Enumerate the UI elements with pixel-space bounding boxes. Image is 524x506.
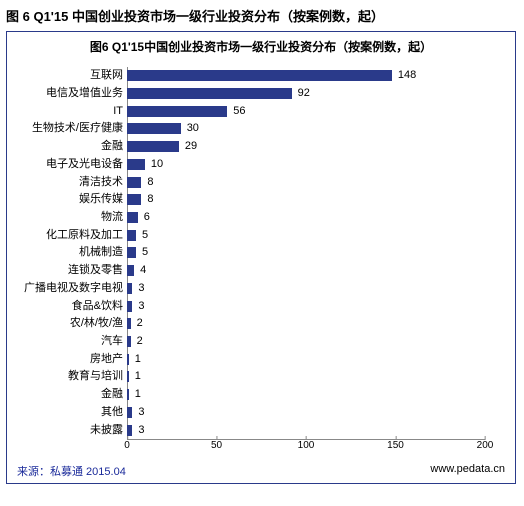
category-label: 清洁技术 [11,177,127,188]
chart-footer: 来源：私募通 2015.04 www.pedata.cn [7,459,515,479]
bar [127,106,227,117]
value-label: 2 [137,318,143,329]
bar [127,425,132,436]
bar-row: IT56 [127,102,485,120]
category-label: 其他 [11,407,127,418]
category-label: IT [11,106,127,117]
category-label: 互联网 [11,70,127,81]
bar-row: 其他3 [127,404,485,422]
bar-row: 互联网148 [127,67,485,85]
bar [127,336,131,347]
category-label: 生物技术/医疗健康 [11,123,127,134]
category-label: 化工原料及加工 [11,230,127,241]
value-label: 1 [135,389,141,400]
bar-row: 教育与培训1 [127,368,485,386]
bar [127,177,141,188]
category-label: 电信及增值业务 [11,88,127,99]
category-label: 连锁及零售 [11,265,127,276]
chart-container: 图6 Q1'15中国创业投资市场一级行业投资分布（按案例数，起） 互联网148电… [6,31,516,484]
bar [127,212,138,223]
bar-row: 清洁技术8 [127,173,485,191]
category-label: 机械制造 [11,247,127,258]
plot-area: 互联网148电信及增值业务92IT56生物技术/医疗健康30金融29电子及光电设… [127,59,485,459]
value-label: 2 [137,336,143,347]
value-label: 5 [142,230,148,241]
bar [127,407,132,418]
bar-row: 食品&饮料3 [127,297,485,315]
value-label: 56 [233,106,245,117]
url-text: www.pedata.cn [430,463,505,479]
bar-row: 房地产1 [127,350,485,368]
bar [127,123,181,134]
category-label: 未披露 [11,425,127,436]
value-label: 3 [138,301,144,312]
category-label: 食品&饮料 [11,301,127,312]
bar-row: 连锁及零售4 [127,262,485,280]
value-label: 10 [151,159,163,170]
bar [127,230,136,241]
bar [127,194,141,205]
bar-row: 娱乐传媒8 [127,191,485,209]
bar [127,159,145,170]
category-label: 广播电视及数字电视 [11,283,127,294]
source-text: 来源：私募通 2015.04 [17,463,126,479]
category-label: 农/林/牧/渔 [11,318,127,329]
category-label: 物流 [11,212,127,223]
bar [127,265,134,276]
bar-row: 金融1 [127,386,485,404]
value-label: 148 [398,70,416,81]
x-tick: 50 [211,440,222,451]
x-tick: 200 [477,440,494,451]
bar-row: 汽车2 [127,333,485,351]
bar-row: 物流6 [127,209,485,227]
value-label: 1 [135,371,141,382]
bar-row: 机械制造5 [127,244,485,262]
bar-row: 金融29 [127,138,485,156]
value-label: 92 [298,88,310,99]
bar [127,247,136,258]
value-label: 8 [147,177,153,188]
category-label: 金融 [11,141,127,152]
category-label: 教育与培训 [11,371,127,382]
x-tick: 100 [298,440,315,451]
bar-row: 电信及增值业务92 [127,85,485,103]
category-label: 房地产 [11,354,127,365]
x-tick: 0 [124,440,130,451]
category-label: 娱乐传媒 [11,194,127,205]
outer-title: 图 6 Q1'15 中国创业投资市场一级行业投资分布（按案例数，起） [6,6,518,25]
bar [127,88,292,99]
bar-row: 广播电视及数字电视3 [127,280,485,298]
chart-title: 图6 Q1'15中国创业投资市场一级行业投资分布（按案例数，起） [7,38,515,55]
category-label: 电子及光电设备 [11,159,127,170]
value-label: 29 [185,141,197,152]
bar [127,371,129,382]
value-label: 6 [144,212,150,223]
bar-row: 电子及光电设备10 [127,156,485,174]
bar [127,70,392,81]
value-label: 5 [142,247,148,258]
x-axis: 050100150200 [127,439,485,459]
value-label: 4 [140,265,146,276]
bar-row: 农/林/牧/渔2 [127,315,485,333]
value-label: 3 [138,283,144,294]
value-label: 30 [187,123,199,134]
category-label: 汽车 [11,336,127,347]
bar [127,354,129,365]
x-tick: 150 [387,440,404,451]
bar [127,141,179,152]
bars-group: 互联网148电信及增值业务92IT56生物技术/医疗健康30金融29电子及光电设… [127,67,485,439]
value-label: 3 [138,425,144,436]
category-label: 金融 [11,389,127,400]
bar [127,283,132,294]
bar [127,301,132,312]
value-label: 8 [147,194,153,205]
bar [127,318,131,329]
value-label: 3 [138,407,144,418]
bar [127,389,129,400]
bar-row: 生物技术/医疗健康30 [127,120,485,138]
value-label: 1 [135,354,141,365]
bar-row: 化工原料及加工5 [127,226,485,244]
